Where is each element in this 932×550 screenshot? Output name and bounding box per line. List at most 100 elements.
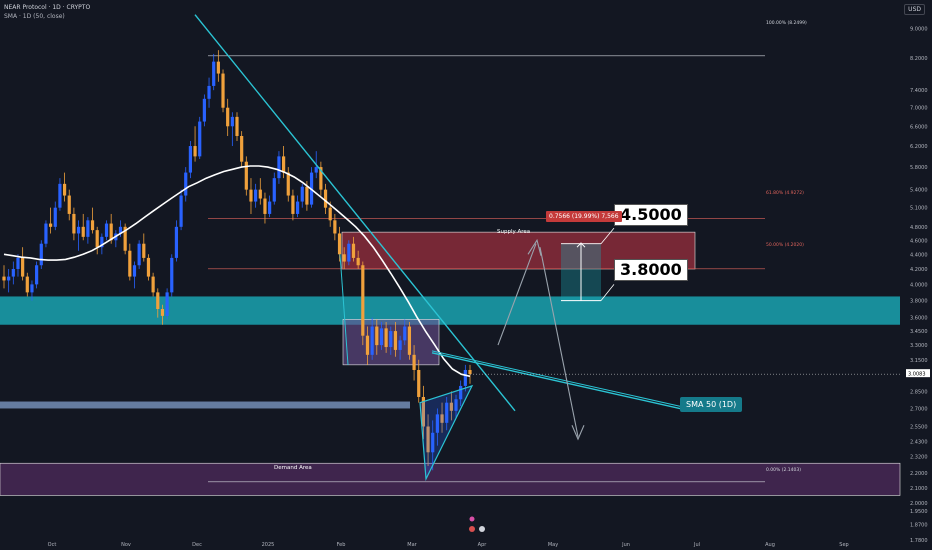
symbol-title: NEAR Protocol · 1D · CRYPTO: [4, 4, 91, 11]
candle-body-18: [86, 220, 90, 237]
candle-body-57: [268, 201, 272, 214]
candle-body-31: [146, 257, 151, 277]
candle-body-17: [81, 226, 85, 237]
x-tick-5: Mar: [407, 542, 417, 548]
candle-body-43: [202, 98, 206, 122]
x-tick-4: Feb: [337, 542, 346, 548]
candle-body-91: [426, 426, 430, 453]
fib-label-618: 61.80% (4.9272): [766, 191, 804, 196]
candle-body-71: [333, 220, 337, 234]
candle-body-49: [230, 116, 234, 127]
y-tick-9: 4.8000: [910, 225, 928, 231]
candle-body-7: [35, 265, 39, 285]
y-tick-13: 4.0000: [910, 282, 928, 288]
candle-body-61: [286, 172, 290, 196]
candle-body-47: [221, 73, 225, 108]
last-price-text: 3.0083: [908, 372, 926, 378]
target-label-3-8: 3.8000: [614, 259, 688, 281]
y-tick-10: 4.6000: [910, 238, 928, 244]
y-tick-1: 8.2000: [910, 56, 928, 62]
candle-body-26: [123, 226, 127, 251]
target-label-4-5: 4.5000: [614, 204, 688, 226]
candle-body-82: [384, 328, 388, 348]
sma-label: SMA 50 (1D): [680, 397, 743, 412]
y-tick-21: 2.7000: [910, 406, 928, 412]
candle-body-74: [347, 243, 351, 262]
candle-body-72: [337, 233, 342, 255]
candle-body-59: [277, 156, 281, 179]
candle-body-40: [188, 146, 192, 173]
candle-body-10: [49, 223, 53, 227]
candle-body-67: [314, 167, 318, 173]
y-tick-12: 4.2000: [910, 267, 928, 273]
y-tick-28: 1.9500: [910, 509, 928, 515]
candle-body-90: [421, 396, 425, 427]
zone-4: [0, 462, 901, 496]
candle-body-55: [258, 189, 262, 199]
sma-projection-line-2: [431, 350, 691, 409]
candle-body-32: [151, 276, 155, 293]
candle-body-99: [463, 369, 467, 386]
y-tick-16: 3.4500: [910, 329, 928, 335]
candle-body-58: [272, 178, 276, 202]
candle-body-23: [109, 223, 113, 241]
candle-body-34: [160, 308, 165, 316]
candle-body-86: [403, 326, 407, 341]
candle-body-73: [342, 254, 346, 262]
x-tick-1: Nov: [121, 542, 131, 548]
zone-2: [0, 296, 900, 325]
y-tick-25: 2.2000: [910, 471, 928, 477]
candle-body-97: [454, 399, 458, 411]
y-tick-30: 1.7800: [910, 538, 928, 544]
candle-body-13: [62, 183, 67, 196]
candle-body-50: [235, 116, 239, 137]
x-tick-2: Dec: [192, 542, 202, 548]
projection-down-head: [571, 425, 585, 441]
candle-body-29: [137, 243, 141, 266]
y-tick-20: 2.8500: [910, 389, 928, 395]
candle-body-64: [300, 186, 304, 202]
candle-body-69: [323, 189, 328, 208]
candle-body-70: [328, 207, 332, 221]
y-tick-29: 1.8700: [910, 522, 928, 528]
event-marker-1: [469, 516, 475, 522]
y-tick-18: 3.1500: [910, 358, 928, 364]
y-tick-6: 5.8000: [910, 165, 928, 171]
candle-body-25: [118, 226, 123, 234]
candle-body-9: [44, 223, 48, 244]
event-marker-3: [479, 526, 485, 532]
measure-label: 0.7566 (19.99%) 7,566: [546, 211, 622, 222]
candle-body-30: [142, 243, 146, 258]
candle-body-79: [370, 326, 374, 355]
fib-label-0: 0.00% (2.1403): [766, 468, 801, 473]
main-downtrend-line: [194, 14, 516, 412]
candle-body-35: [165, 292, 169, 316]
target-connector-1: [600, 227, 615, 244]
projection-down: [539, 247, 579, 437]
triangle-pattern: [419, 384, 474, 482]
candle-body-0: [2, 276, 6, 281]
candle-body-75: [351, 243, 356, 258]
candle-body-88: [412, 354, 416, 370]
candle-body-14: [67, 195, 71, 214]
candle-body-94: [440, 414, 444, 423]
fib-label-100: 100.00% (8.2499): [766, 21, 807, 26]
candle-body-8: [39, 243, 43, 266]
y-tick-4: 6.6000: [910, 124, 928, 130]
last-price-badge: [906, 369, 930, 378]
candle-body-41: [193, 146, 197, 157]
candle-body-80: [375, 326, 379, 346]
candle-body-46: [216, 61, 220, 74]
chart-legend: NEAR Protocol · 1D · CRYPTO SMA · 1D (50…: [4, 3, 90, 21]
y-tick-3: 7.0000: [910, 106, 928, 112]
candle-body-83: [389, 331, 393, 348]
demand-area-label: Demand Area: [274, 465, 312, 471]
currency-badge[interactable]: USD: [904, 4, 925, 15]
x-tick-3: 2025: [262, 542, 275, 548]
candle-body-15: [72, 213, 76, 234]
y-tick-2: 7.4000: [910, 88, 928, 94]
y-tick-15: 3.6000: [910, 316, 928, 322]
projection-up: [497, 243, 537, 346]
candle-body-42: [198, 121, 202, 157]
